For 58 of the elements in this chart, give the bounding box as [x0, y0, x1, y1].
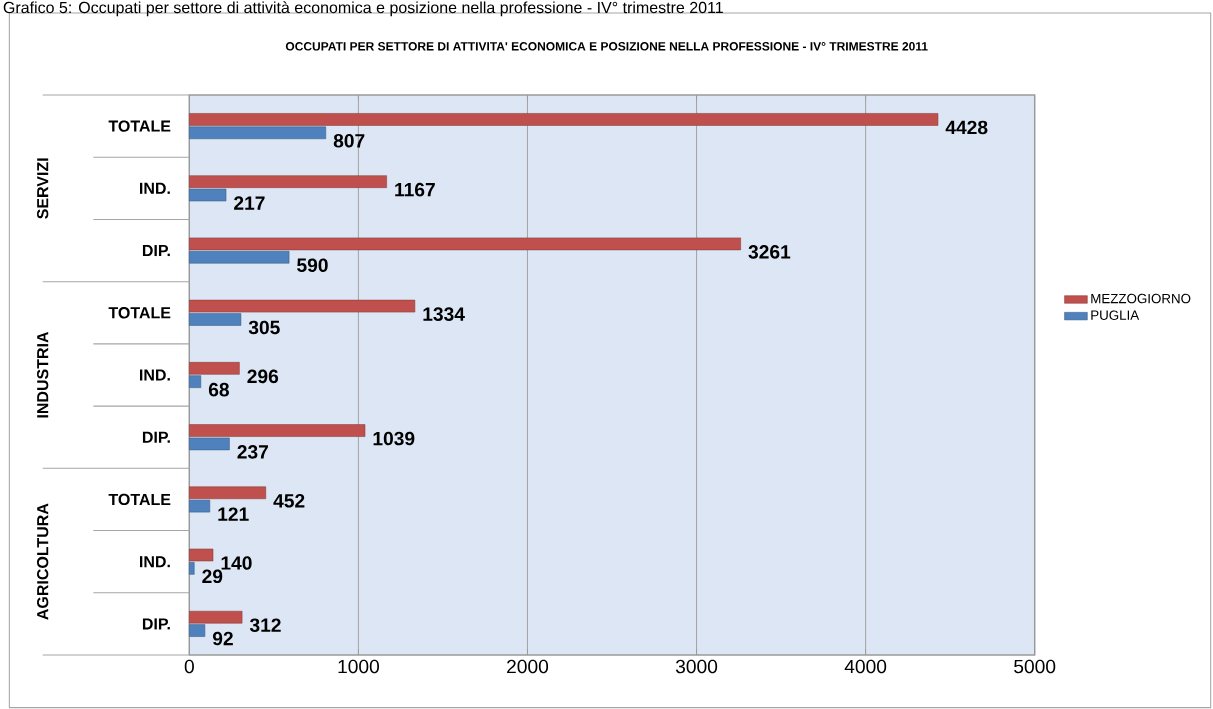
data-label: 237 — [237, 445, 268, 459]
bar — [189, 499, 211, 513]
bar — [189, 375, 202, 388]
data-label: 121 — [218, 507, 249, 521]
bar — [189, 437, 230, 451]
data-label: 1167 — [395, 182, 435, 197]
text: INDUSTRIA — [37, 331, 49, 418]
y-tick-label: TOTALE — [108, 307, 171, 319]
data-label: 29 — [202, 569, 223, 584]
y-tick-label: DIP. — [142, 245, 170, 257]
data-label: 217 — [234, 196, 265, 210]
data-label: 92 — [212, 631, 233, 646]
text: SERVIZI — [37, 158, 49, 219]
y-tick-label: DIP. — [142, 431, 170, 443]
data-label: 452 — [273, 493, 305, 508]
bar — [189, 486, 267, 500]
y-tick-label: TOTALE — [108, 493, 171, 506]
x-tick-label: 4000 — [844, 659, 887, 674]
bar — [189, 299, 416, 313]
data-label: 1334 — [423, 307, 465, 321]
data-label: 3261 — [748, 245, 791, 259]
bar — [189, 188, 227, 202]
data-label: 140 — [221, 556, 252, 570]
bar — [189, 237, 741, 251]
y-tick-label: TOTALE — [108, 120, 171, 132]
bar — [189, 624, 206, 637]
bar — [189, 250, 290, 264]
text: AGRICOLTURA — [37, 503, 49, 620]
legend-label: MEZZOGIORNO — [1091, 293, 1191, 304]
data-label: 312 — [249, 618, 281, 633]
x-tick-label: 1000 — [338, 659, 380, 674]
bar — [189, 126, 327, 140]
y-tick-label: IND. — [140, 369, 170, 381]
bar — [189, 175, 387, 188]
x-tick-label: 3000 — [675, 659, 718, 674]
data-label: 296 — [247, 369, 279, 384]
bar — [189, 362, 240, 375]
data-label: 807 — [333, 133, 365, 148]
bar — [189, 548, 214, 562]
y-tick-label: DIP. — [142, 618, 170, 630]
y-tick-label: IND. — [140, 556, 170, 568]
chart-title: OCCUPATI PER SETTORE DI ATTIVITA' ECONOMICA E POSIZIONE NELLA PROFESSIONE - IV° TRIMESTRE 2011 — [285, 42, 928, 51]
bar — [189, 562, 195, 575]
data-label: 1039 — [373, 431, 415, 446]
x-tick-label: 2000 — [507, 659, 549, 674]
x-tick-label: 0 — [184, 659, 194, 674]
x-tick-label: 5000 — [1014, 659, 1056, 674]
bar — [189, 113, 939, 126]
bar — [189, 610, 243, 624]
y-tick-label: IND. — [140, 182, 170, 194]
bar — [189, 313, 242, 326]
data-label: 68 — [208, 382, 229, 397]
data-label: 305 — [248, 320, 280, 335]
text: Grafico 5: Occupati per settore di attività economica e posizione nella professione - IV° trimestre 2011 — [3, 1, 723, 17]
legend-label: PUGLIA — [1091, 310, 1140, 320]
data-label: 4428 — [945, 120, 988, 135]
bar — [189, 424, 366, 437]
data-label: 590 — [297, 258, 328, 273]
